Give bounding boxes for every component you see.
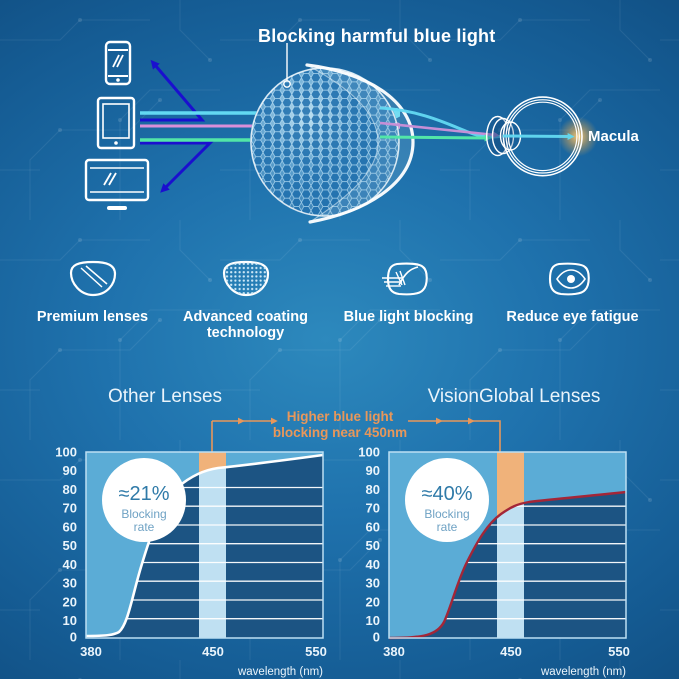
svg-text:50: 50 — [366, 538, 380, 553]
svg-text:90: 90 — [366, 463, 380, 478]
svg-text:20: 20 — [63, 595, 77, 610]
svg-text:10: 10 — [366, 613, 380, 628]
svg-text:0: 0 — [373, 630, 380, 645]
svg-text:380: 380 — [80, 644, 102, 659]
svg-text:80: 80 — [366, 482, 380, 497]
svg-text:450: 450 — [500, 644, 522, 659]
svg-text:≈40%: ≈40% — [421, 483, 472, 505]
svg-text:20: 20 — [366, 595, 380, 610]
svg-text:Blocking: Blocking — [424, 507, 469, 521]
svg-text:100: 100 — [358, 445, 380, 460]
svg-text:50: 50 — [63, 538, 77, 553]
svg-text:30: 30 — [366, 576, 380, 591]
svg-text:40: 40 — [366, 557, 380, 572]
svg-text:60: 60 — [366, 520, 380, 535]
svg-text:550: 550 — [305, 644, 327, 659]
svg-text:70: 70 — [366, 501, 380, 516]
svg-text:60: 60 — [63, 520, 77, 535]
svg-text:70: 70 — [63, 501, 77, 516]
svg-text:0: 0 — [70, 630, 77, 645]
svg-text:wavelength (nm): wavelength (nm) — [540, 666, 626, 678]
svg-text:450: 450 — [202, 644, 224, 659]
svg-text:380: 380 — [383, 644, 405, 659]
svg-text:rate: rate — [437, 520, 458, 534]
svg-text:30: 30 — [63, 576, 77, 591]
svg-text:Blocking: Blocking — [121, 507, 166, 521]
svg-text:90: 90 — [63, 463, 77, 478]
svg-text:40: 40 — [63, 557, 77, 572]
svg-text:100: 100 — [55, 445, 77, 460]
svg-text:wavelength (nm): wavelength (nm) — [237, 666, 323, 678]
svg-text:≈21%: ≈21% — [118, 483, 169, 505]
svg-text:80: 80 — [63, 482, 77, 497]
svg-text:550: 550 — [608, 644, 630, 659]
svg-text:rate: rate — [134, 520, 155, 534]
svg-text:10: 10 — [63, 613, 77, 628]
